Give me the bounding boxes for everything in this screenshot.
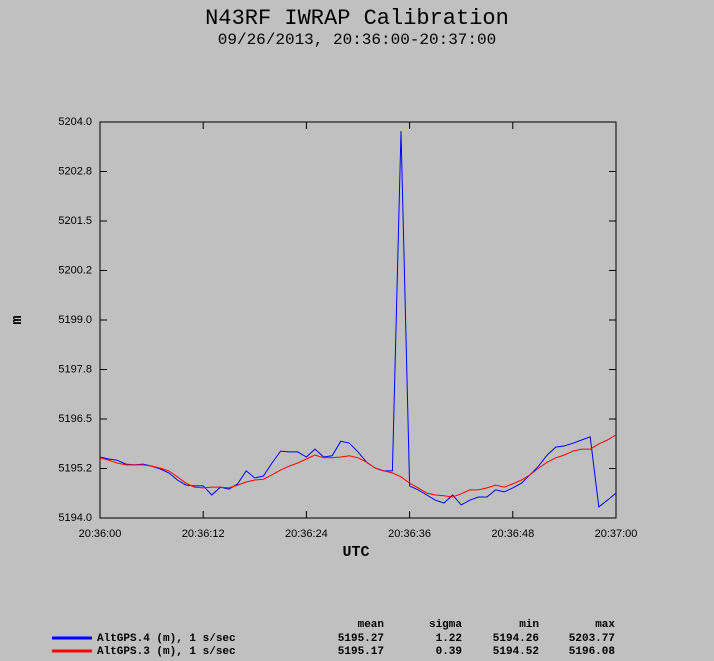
- stat-header: min: [519, 619, 539, 631]
- y-tick-label: 5195.2: [58, 462, 92, 474]
- stat-value: 1.22: [436, 633, 462, 645]
- y-tick-label: 5201.5: [58, 215, 92, 227]
- y-tick-label: 5194.0: [58, 512, 92, 524]
- x-tick-label: 20:36:00: [79, 528, 122, 540]
- y-tick-label: 5199.0: [58, 314, 92, 326]
- y-tick-label: 5197.8: [58, 363, 92, 375]
- data-line: [99, 131, 617, 508]
- y-tick-label: 5200.2: [58, 264, 92, 276]
- y-tick-label: 5204.0: [58, 116, 92, 128]
- stat-header: sigma: [429, 619, 462, 631]
- chart-title: N43RF IWRAP Calibration: [205, 6, 509, 31]
- x-axis-label: UTC: [342, 544, 369, 561]
- stat-value: 5195.27: [338, 633, 384, 645]
- stat-value: 5195.17: [338, 646, 384, 658]
- stat-header: mean: [358, 619, 384, 631]
- y-tick-label: 5196.5: [58, 413, 92, 425]
- stat-value: 5194.26: [493, 633, 539, 645]
- data-line: [99, 434, 617, 498]
- stat-value: 5194.52: [493, 646, 539, 658]
- x-tick-label: 20:36:12: [182, 528, 225, 540]
- y-axis-label: m: [9, 315, 26, 324]
- x-tick-label: 20:37:00: [595, 528, 638, 540]
- chart-subtitle: 09/26/2013, 20:36:00-20:37:00: [218, 31, 496, 49]
- y-tick-label: 5202.8: [58, 165, 92, 177]
- stat-header: max: [595, 619, 615, 631]
- x-tick-label: 20:36:24: [285, 528, 328, 540]
- stat-value: 5196.08: [569, 646, 616, 658]
- x-tick-label: 20:36:48: [491, 528, 534, 540]
- x-tick-label: 20:36:36: [388, 528, 431, 540]
- stat-value: 5203.77: [569, 633, 615, 645]
- stat-value: 0.39: [436, 646, 462, 658]
- legend-label: AltGPS.4 (m), 1 s/sec: [97, 633, 236, 645]
- legend-label: AltGPS.3 (m), 1 s/sec: [97, 646, 236, 658]
- plot-frame: [99, 121, 617, 519]
